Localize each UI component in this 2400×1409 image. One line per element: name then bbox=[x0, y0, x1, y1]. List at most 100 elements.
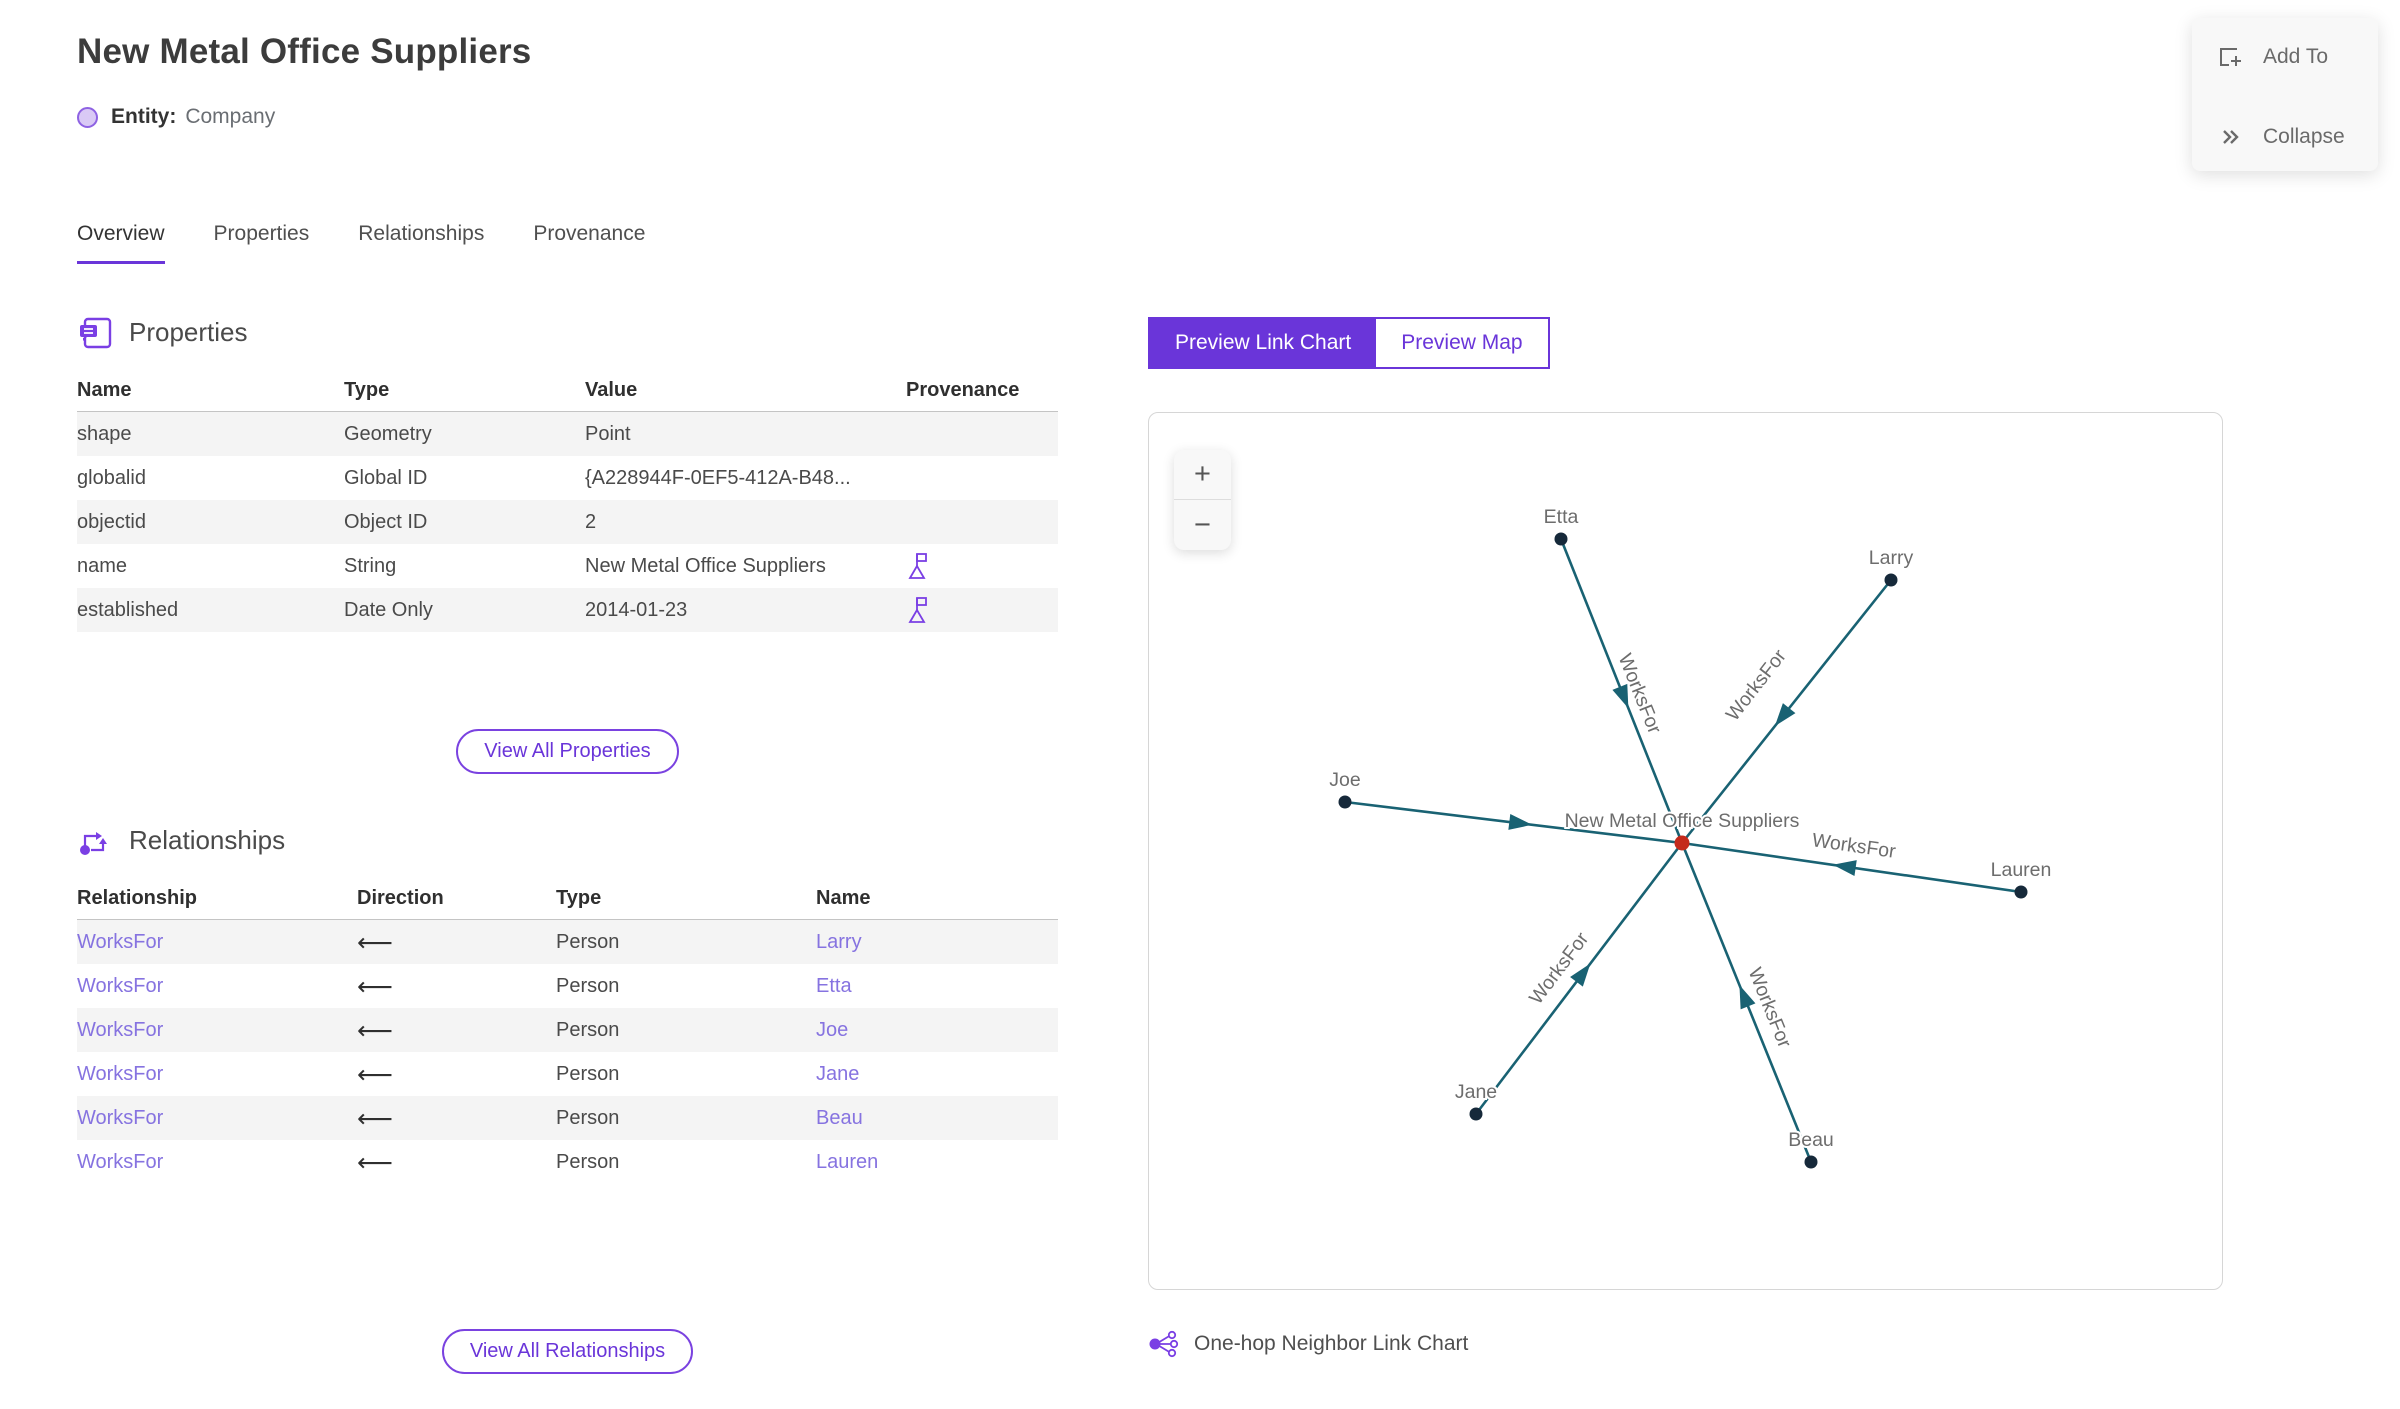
relationship-link[interactable]: WorksFor bbox=[77, 1150, 164, 1173]
add-to-label: Add To bbox=[2263, 45, 2328, 68]
entity-type-icon bbox=[77, 106, 98, 128]
page-title: New Metal Office Suppliers bbox=[77, 32, 532, 71]
node-label: Beau bbox=[1788, 1129, 1834, 1151]
property-provenance bbox=[906, 551, 1058, 581]
edge-arrowhead bbox=[1508, 814, 1533, 830]
related-entity-link[interactable]: Larry bbox=[816, 930, 862, 953]
col-name: Name bbox=[77, 379, 132, 401]
add-to-button[interactable]: Add To bbox=[2216, 42, 2328, 72]
edge-arrowhead bbox=[1774, 703, 1796, 727]
related-entity-link[interactable]: Jane bbox=[816, 1062, 860, 1085]
view-all-relationships-row: View All Relationships bbox=[77, 1329, 1058, 1374]
related-entity-link[interactable]: Beau bbox=[816, 1106, 863, 1129]
edge-arrowhead bbox=[1739, 984, 1756, 1010]
tab-relationships[interactable]: Relationships bbox=[358, 222, 485, 245]
neighbor-node[interactable] bbox=[1338, 795, 1352, 809]
provenance-flag-icon[interactable] bbox=[906, 595, 932, 625]
link-chart-canvas[interactable]: WorksFor WorksFor WorksFor WorksFor WorksFor… bbox=[1148, 412, 2223, 1290]
property-value: New Metal Office Suppliers bbox=[585, 554, 826, 577]
col-relationship: Relationship bbox=[77, 887, 198, 909]
direction-arrow: ⟵ bbox=[357, 1059, 393, 1089]
property-row: established Date Only 2014-01-23 bbox=[77, 588, 1058, 632]
related-entity-link[interactable]: Joe bbox=[816, 1018, 849, 1041]
relationship-row: WorksFor ⟵ Person Etta bbox=[77, 964, 1058, 1008]
node-label: Jane bbox=[1455, 1081, 1497, 1103]
relationships-heading-label: Relationships bbox=[129, 824, 286, 855]
relationships-table: Relationship Direction Type Name WorksFo… bbox=[77, 878, 1058, 1184]
related-entity-link[interactable]: Lauren bbox=[816, 1150, 879, 1173]
property-row: globalid Global ID {A228944F-0EF5-412A-B… bbox=[77, 456, 1058, 500]
preview-link-chart-button[interactable]: Preview Link Chart bbox=[1150, 319, 1377, 367]
preview-toggle: Preview Link Chart Preview Map bbox=[1148, 317, 1550, 369]
property-type: Object ID bbox=[344, 510, 428, 533]
properties-section-heading: Properties bbox=[77, 314, 248, 351]
node-label: Lauren bbox=[1991, 859, 2052, 881]
col-value: Value bbox=[585, 379, 638, 401]
relationships-section-heading: Relationships bbox=[77, 822, 285, 858]
property-type: Global ID bbox=[344, 466, 428, 489]
property-type: Date Only bbox=[344, 598, 433, 621]
direction-arrow: ⟵ bbox=[357, 971, 393, 1001]
collapse-button[interactable]: Collapse bbox=[2216, 122, 2345, 152]
floating-actions-card: Add To Collapse bbox=[2192, 18, 2378, 171]
property-type: Geometry bbox=[344, 422, 432, 445]
edge-label: WorksFor bbox=[1811, 829, 1898, 863]
view-all-relationships-button[interactable]: View All Relationships bbox=[441, 1329, 694, 1374]
property-value: 2014-01-23 bbox=[585, 598, 688, 621]
col-type: Type bbox=[344, 379, 390, 401]
direction-arrow: ⟵ bbox=[357, 1147, 393, 1177]
related-entity-link[interactable]: Etta bbox=[816, 974, 852, 997]
col-provenance: Provenance bbox=[906, 379, 1020, 401]
entity-label: Entity: bbox=[111, 105, 177, 128]
zoom-in-button[interactable]: + bbox=[1174, 450, 1231, 500]
chart-caption: One-hop Neighbor Link Chart bbox=[1148, 1330, 1468, 1358]
edge-arrowhead bbox=[1612, 683, 1629, 709]
edge-arrowhead bbox=[1570, 963, 1591, 987]
property-name: established bbox=[77, 598, 179, 621]
relationships-icon bbox=[80, 832, 107, 855]
property-name: name bbox=[77, 554, 128, 577]
chevrons-right-icon bbox=[2223, 130, 2239, 144]
neighbor-node[interactable] bbox=[1884, 573, 1898, 587]
relationship-link[interactable]: WorksFor bbox=[77, 1018, 164, 1041]
neighbor-node[interactable] bbox=[1469, 1107, 1483, 1121]
relationship-row: WorksFor ⟵ Person Jane bbox=[77, 1052, 1058, 1096]
collapse-label: Collapse bbox=[2263, 125, 2345, 148]
relationship-link[interactable]: WorksFor bbox=[77, 1062, 164, 1085]
relationship-link[interactable]: WorksFor bbox=[77, 974, 164, 997]
tab-properties[interactable]: Properties bbox=[213, 222, 310, 245]
preview-map-button[interactable]: Preview Map bbox=[1376, 319, 1548, 367]
properties-table-header: Name Type Value Provenance bbox=[77, 370, 1058, 412]
tab-overview[interactable]: Overview bbox=[77, 222, 165, 264]
zoom-out-button[interactable]: − bbox=[1194, 508, 1211, 541]
direction-arrow: ⟵ bbox=[357, 1015, 393, 1045]
relationship-link[interactable]: WorksFor bbox=[77, 1106, 164, 1129]
provenance-flag-icon[interactable] bbox=[906, 551, 932, 581]
add-to-icon bbox=[2220, 48, 2241, 66]
tab-provenance[interactable]: Provenance bbox=[533, 222, 646, 245]
view-all-properties-button[interactable]: View All Properties bbox=[456, 729, 679, 774]
node-label: Larry bbox=[1869, 547, 1914, 569]
col-name: Name bbox=[816, 887, 871, 909]
property-value: Point bbox=[585, 422, 631, 445]
chart-zoom-control: + − bbox=[1174, 450, 1231, 550]
neighbor-node[interactable] bbox=[1804, 1155, 1818, 1169]
tab-bar: Overview Properties Relationships Proven… bbox=[77, 222, 645, 264]
entity-type-row: Entity: Company bbox=[77, 105, 275, 129]
node-label: Joe bbox=[1329, 769, 1360, 791]
direction-arrow: ⟵ bbox=[357, 927, 393, 957]
properties-table: Name Type Value Provenance shape Geometr… bbox=[77, 370, 1058, 632]
center-node[interactable] bbox=[1674, 835, 1690, 851]
relationship-type: Person bbox=[556, 1062, 620, 1085]
col-type: Type bbox=[556, 887, 602, 909]
relationship-type: Person bbox=[556, 974, 620, 997]
property-name: objectid bbox=[77, 510, 146, 533]
entity-value: Company bbox=[185, 105, 276, 128]
property-value: {A228944F-0EF5-412A-B48... bbox=[585, 466, 851, 489]
neighbor-node[interactable] bbox=[2014, 885, 2028, 899]
relationship-type: Person bbox=[556, 1018, 620, 1041]
relationship-type: Person bbox=[556, 1150, 620, 1173]
view-all-properties-row: View All Properties bbox=[77, 729, 1058, 774]
relationship-link[interactable]: WorksFor bbox=[77, 930, 164, 953]
neighbor-node[interactable] bbox=[1554, 532, 1568, 546]
